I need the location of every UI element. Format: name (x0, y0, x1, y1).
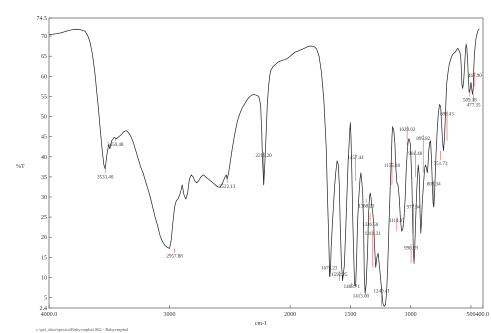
peak-label: 1413.00 (353, 295, 370, 300)
peak-label: 477.35 (467, 103, 481, 108)
y-tick-label: 2.4 (40, 306, 48, 312)
peak-label: 509.18 (463, 99, 477, 104)
y-tick-label: 5 (44, 296, 47, 302)
y-tick-label: 50 (41, 115, 47, 121)
peak-label: 895.82 (416, 137, 430, 142)
peak-label: 1592.25 (331, 273, 348, 278)
peak-label: 3533.40 (97, 175, 114, 180)
peak-label: 751.73 (434, 162, 448, 167)
x-tick-label: 400.0 (476, 312, 490, 318)
y-axis-title: %T (16, 164, 25, 170)
y-tick-label: 25 (41, 215, 47, 221)
peak-label: 698.43 (440, 113, 454, 118)
peak-label: 808.34 (427, 183, 441, 188)
peak-label: 1457.44 (347, 156, 364, 161)
y-tick-label: 10 (41, 275, 47, 281)
peak-label: 1314.31 (365, 232, 382, 237)
peak-label: 1368.23 (358, 204, 375, 209)
y-tick-label: 70 (41, 34, 47, 40)
peak-label: 1336.56 (362, 223, 379, 228)
peak-label: 2219.20 (256, 154, 273, 159)
peak-label: 996.89 (404, 246, 418, 251)
footer-file-path: c:\pel_data\spectra\Babycmphal 002 - Bab… (36, 327, 129, 332)
y-tick-label: 65 (41, 54, 47, 60)
x-axis: 4000.0 3000 2000 1500 1000 500 400.0 (41, 305, 489, 318)
peak-labels: 3533.40 3450.48 2957.88 2522.13 2219.20 1675.… (97, 74, 482, 299)
peak-markers (104, 72, 476, 307)
x-tick-label: 2000 (284, 312, 296, 318)
peak-label: 2957.88 (167, 255, 184, 260)
peak-label: 2522.13 (219, 185, 236, 190)
peak-label: 3450.48 (107, 143, 124, 148)
y-tick-label: 45 (41, 135, 47, 141)
peak-label: 1029.02 (399, 128, 416, 133)
peak-label: 467.90 (468, 74, 482, 79)
x-tick-label: 4000.0 (41, 312, 58, 318)
peak-label: 1488.71 (344, 285, 361, 290)
peak-label: 1240.41 (374, 289, 391, 294)
y-tick-label: 35 (41, 175, 47, 181)
x-tick-label: 500 (466, 312, 475, 318)
y-tick-label: 40 (41, 155, 47, 161)
y-tick-label: 30 (41, 195, 47, 201)
y-tick-label: 74.5 (37, 16, 48, 22)
x-tick-label: 1000 (405, 312, 417, 318)
peak-label: 1114.97 (389, 219, 405, 224)
peak-label: 977.94 (406, 206, 420, 211)
y-tick-label: 20 (41, 235, 47, 241)
plot-frame (48, 17, 484, 309)
y-axis: 74.5 70 65 60 55 50 45 40 35 30 25 20 15 10 5 2.4 (37, 16, 52, 312)
spectrum-line (48, 28, 480, 307)
y-tick-label: 55 (41, 94, 47, 100)
y-tick-label: 15 (41, 255, 47, 261)
x-tick-label: 1500 (344, 312, 356, 318)
y-tick-label: 60 (41, 74, 47, 80)
peak-label: 1155.18 (384, 164, 401, 169)
peak-label: 1675.23 (321, 266, 338, 271)
peak-label: 961.48 (408, 152, 422, 157)
x-axis-title: cm-1 (255, 321, 267, 327)
x-tick-label: 3000 (164, 312, 176, 318)
